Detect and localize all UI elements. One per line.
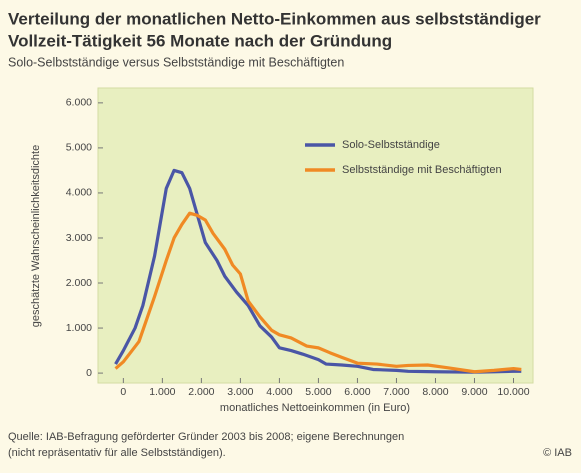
y-tick-label: 2.000 [66, 277, 92, 289]
x-tick-label: 7.000 [383, 386, 409, 398]
x-tick-label: 1.000 [149, 386, 175, 398]
y-tick-label: 0 [86, 367, 92, 379]
legend-label: Selbstständige mit Beschäftigten [342, 164, 502, 176]
series-line [114, 211, 522, 374]
x-tick-label: 5.000 [305, 386, 331, 398]
x-tick-label: 3.000 [227, 386, 253, 398]
copyright: © IAB [543, 447, 572, 459]
chart-subtitle: Solo-Selbstständige versus Selbstständig… [8, 55, 344, 69]
chart-title: Verteilung der monatlichen Netto-Einkomm… [8, 9, 541, 28]
x-tick-label: 2.000 [188, 386, 214, 398]
plot-area [97, 87, 534, 384]
x-tick-label: 10.000 [497, 386, 529, 398]
chart-title: Vollzeit-Tätigkeit 56 Monate nach der Gr… [8, 31, 392, 50]
x-tick-label: 4.000 [266, 386, 292, 398]
source: Quelle: IAB-Befragung geförderter Gründe… [8, 431, 404, 443]
y-tick-label: 4.000 [66, 187, 92, 199]
x-tick-label: 6.000 [344, 386, 370, 398]
x-axis-label: monatliches Nettoeinkommen (in Euro) [220, 402, 410, 414]
x-tick-label: 0 [120, 386, 126, 398]
legend-label: Solo-Selbstständige [342, 139, 440, 151]
x-tick-label: 9.000 [461, 386, 487, 398]
y-tick-label: 5.000 [66, 142, 92, 154]
x-tick-label: 8.000 [422, 386, 448, 398]
y-tick-label: 1.000 [66, 322, 92, 334]
source: (nicht repräsentativ für alle Selbststän… [8, 447, 226, 459]
y-tick-label: 3.000 [66, 232, 92, 244]
series-line [114, 168, 522, 374]
y-axis-label: geschätzte Wahrscheinlichkeitsdichte [30, 145, 42, 327]
y-tick-label: 6.000 [66, 97, 92, 109]
